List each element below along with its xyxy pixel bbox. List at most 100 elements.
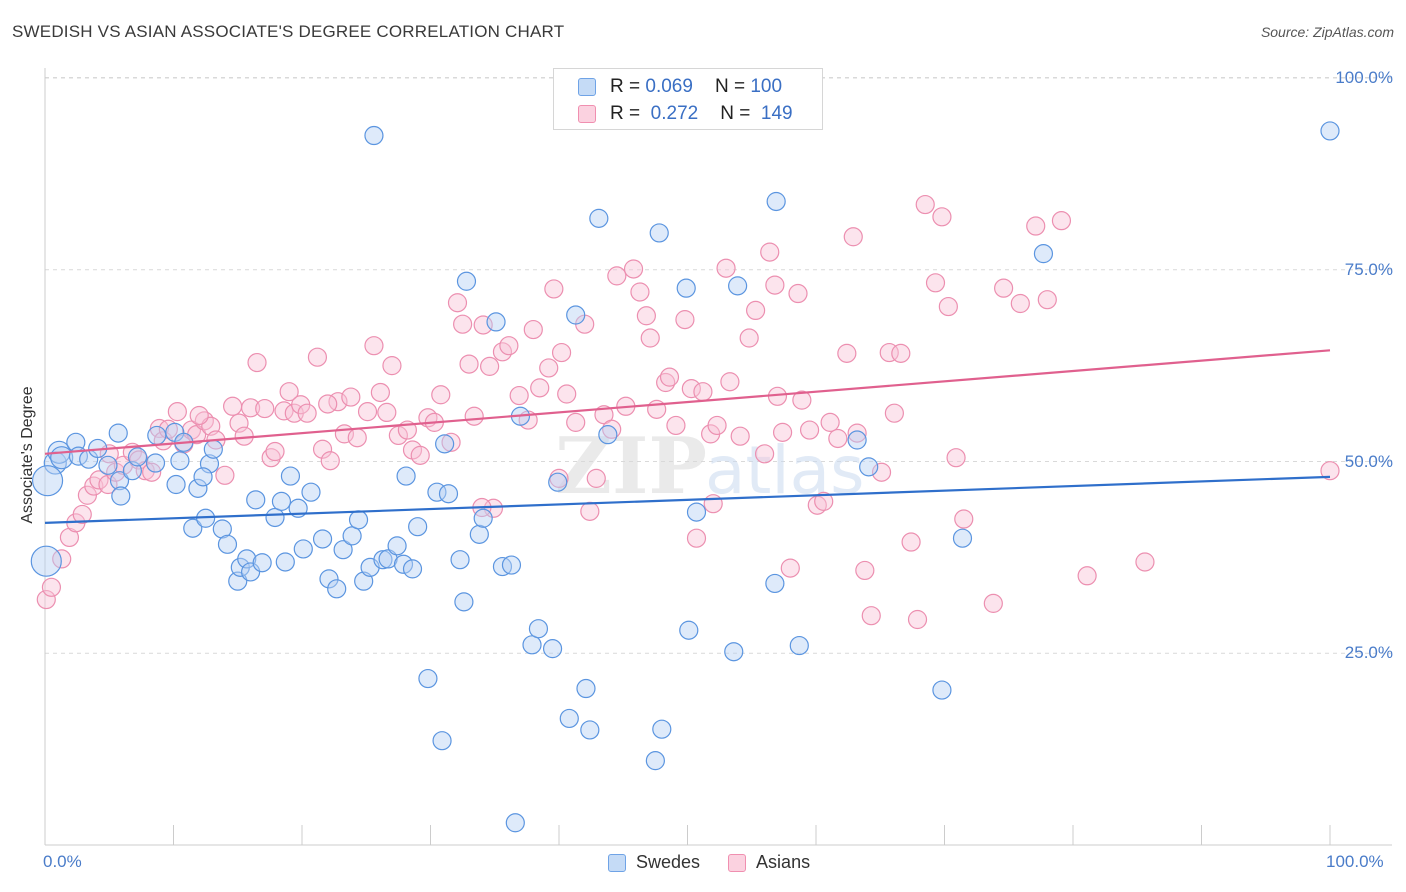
- point-asians: [1010, 293, 1030, 314]
- point-asians: [1037, 290, 1057, 310]
- point-asians: [780, 558, 800, 578]
- legend-item-asians[interactable]: Asians: [728, 852, 810, 873]
- point-swedes: [166, 474, 186, 495]
- point-swedes: [566, 305, 586, 325]
- point-asians: [799, 420, 820, 440]
- point-asians: [530, 378, 550, 398]
- point-swedes: [271, 491, 292, 511]
- point-swedes: [364, 125, 384, 146]
- n-label: N =: [714, 76, 746, 97]
- point-swedes: [649, 223, 669, 243]
- point-asians: [98, 474, 118, 495]
- point-swedes: [789, 635, 809, 656]
- trend-line-asians: [44, 349, 1331, 455]
- point-asians: [410, 445, 430, 465]
- point-swedes: [766, 191, 786, 212]
- point-asians: [318, 394, 338, 414]
- point-asians: [938, 296, 958, 317]
- point-swedes: [327, 579, 347, 599]
- point-swedes: [145, 453, 166, 473]
- point-asians: [36, 589, 56, 610]
- point-asians: [382, 356, 402, 376]
- point-asians: [1077, 566, 1097, 586]
- watermark-zip: ZIP: [555, 421, 707, 512]
- point-swedes: [147, 425, 167, 446]
- point-asians: [847, 423, 867, 443]
- point-asians: [307, 347, 328, 367]
- point-asians: [871, 462, 892, 482]
- point-asians: [843, 227, 863, 247]
- point-asians: [377, 402, 397, 423]
- point-swedes: [108, 423, 128, 443]
- trend-line-swedes: [44, 475, 1331, 524]
- legend-item-swedes[interactable]: Swedes: [608, 852, 700, 873]
- point-swedes: [31, 465, 64, 497]
- point-asians: [739, 328, 759, 348]
- asians-swatch: [578, 105, 596, 123]
- point-asians: [441, 432, 461, 452]
- point-swedes: [450, 550, 470, 570]
- point-swedes: [30, 545, 62, 577]
- y-tick-label-75: 75.0%: [1344, 259, 1393, 279]
- point-asians: [499, 336, 519, 356]
- point-swedes: [387, 536, 407, 556]
- point-asians: [891, 343, 911, 363]
- chart-title: SWEDISH VS ASIAN ASSOCIATE'S DEGREE CORR…: [12, 22, 565, 41]
- asians-legend-swatch: [728, 853, 747, 872]
- point-swedes: [408, 517, 428, 537]
- legend-label-swedes: Swedes: [636, 852, 701, 872]
- point-swedes: [679, 620, 699, 640]
- point-swedes: [293, 539, 313, 559]
- point-asians: [247, 352, 267, 373]
- point-swedes: [859, 457, 879, 477]
- point-asians: [861, 606, 881, 626]
- point-asians: [754, 444, 775, 464]
- point-swedes: [109, 471, 130, 491]
- legend-row-swedes: R = 0.069 N = 100: [578, 76, 782, 98]
- point-asians: [364, 336, 384, 356]
- point-asians: [730, 426, 750, 446]
- point-asians: [41, 577, 62, 597]
- point-asians: [792, 390, 812, 410]
- point-asians: [716, 258, 736, 278]
- point-asians: [925, 273, 946, 293]
- point-asians: [523, 319, 543, 340]
- point-asians: [1051, 211, 1072, 231]
- point-asians: [828, 428, 848, 449]
- point-swedes: [342, 526, 362, 546]
- point-swedes: [212, 519, 232, 539]
- point-asians: [675, 310, 695, 330]
- point-swedes: [686, 502, 707, 522]
- point-swedes: [396, 466, 416, 486]
- point-asians: [580, 501, 600, 521]
- point-asians: [623, 259, 644, 279]
- point-asians: [772, 422, 793, 442]
- point-swedes: [188, 478, 208, 498]
- point-asians: [659, 367, 680, 387]
- point-swedes: [280, 466, 301, 486]
- point-asians: [464, 406, 484, 426]
- point-asians: [607, 266, 627, 286]
- r-value-asians: 0.272: [650, 103, 699, 124]
- point-swedes: [548, 472, 568, 492]
- point-asians: [215, 465, 235, 485]
- x-tick-label-0: 0.0%: [43, 852, 82, 871]
- point-swedes: [265, 507, 285, 528]
- point-asians: [703, 494, 723, 514]
- point-asians: [167, 402, 187, 422]
- point-swedes: [528, 619, 549, 639]
- point-asians: [544, 279, 564, 299]
- series-asians: [36, 194, 1340, 630]
- point-asians: [630, 282, 650, 302]
- point-asians: [636, 306, 656, 326]
- point-swedes: [598, 425, 618, 445]
- point-asians: [746, 300, 766, 321]
- point-swedes: [473, 508, 493, 528]
- point-swedes: [319, 569, 339, 589]
- point-asians: [586, 468, 606, 488]
- point-asians: [431, 385, 451, 405]
- y-tick-label-50: 50.0%: [1344, 451, 1393, 471]
- point-swedes: [402, 559, 423, 579]
- point-swedes: [246, 490, 266, 510]
- point-asians: [820, 412, 840, 432]
